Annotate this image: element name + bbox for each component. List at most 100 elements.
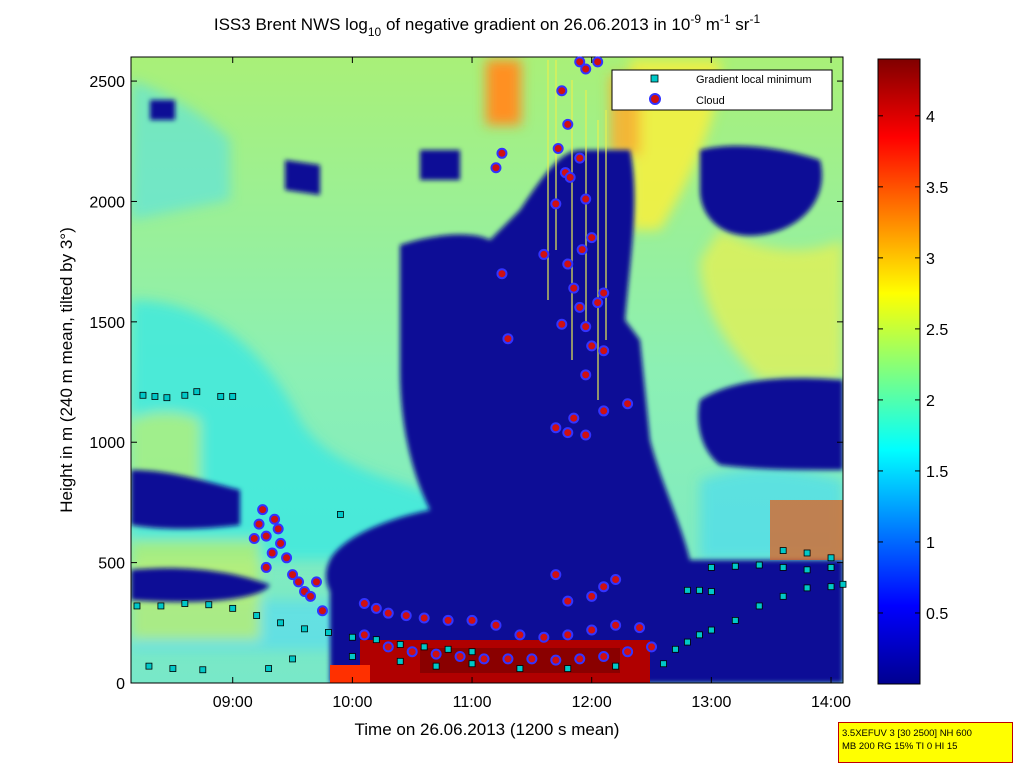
cloud-point bbox=[622, 398, 634, 410]
cloud-point bbox=[592, 56, 604, 68]
colorbar-gradient bbox=[877, 58, 921, 685]
cloud-point bbox=[538, 248, 550, 260]
gradient-minimum-point bbox=[612, 662, 620, 670]
gradient-minimum-point bbox=[396, 657, 404, 665]
cloud-point bbox=[382, 607, 394, 619]
cloud-point bbox=[466, 614, 478, 626]
config-line-1: 3.5XEFUV 3 [30 2500] NH 600 bbox=[842, 728, 972, 739]
cloud-point bbox=[358, 629, 370, 641]
plot-frame bbox=[130, 56, 844, 684]
x-tick-label: 13:00 bbox=[691, 694, 731, 711]
cloud-point bbox=[526, 653, 538, 665]
gradient-minimum-point bbox=[516, 665, 524, 672]
config-line-2: MB 200 RG 15% TI 0 HI 15 bbox=[842, 741, 958, 752]
x-tick-label: 14:00 bbox=[811, 694, 851, 711]
gradient-minimum-point bbox=[755, 602, 763, 610]
legend-marker-gradient-minimum bbox=[650, 74, 659, 83]
gradient-minimum-point bbox=[193, 388, 201, 396]
gradient-minimum-point bbox=[289, 655, 296, 663]
gradient-minimum-point bbox=[803, 584, 811, 592]
cloud-point bbox=[269, 513, 281, 525]
cloud-point bbox=[370, 602, 382, 614]
cloud-point bbox=[592, 297, 604, 309]
gradient-minimum-point bbox=[827, 554, 835, 562]
cloud-point bbox=[316, 605, 328, 617]
gradient-minimum-point bbox=[755, 561, 763, 569]
gradient-minimum-point bbox=[181, 600, 189, 607]
colorbar-tick-label: 2 bbox=[926, 393, 935, 410]
heatmap-area bbox=[131, 57, 843, 683]
colorbar-tick-label: 4 bbox=[926, 109, 935, 126]
cloud-point bbox=[442, 614, 454, 626]
gradient-minimum-point bbox=[839, 580, 847, 588]
gradient-minimum-point bbox=[684, 586, 691, 594]
cloud-point bbox=[310, 576, 322, 588]
cloud-point bbox=[580, 429, 592, 441]
x-axis: 09:00 10:00 11:00 12:00 13:00 14:00 bbox=[213, 57, 851, 711]
cloud-point bbox=[610, 573, 622, 585]
gradient-minimum-point bbox=[779, 564, 787, 571]
gradient-minimum-point bbox=[199, 666, 207, 674]
cloud-point bbox=[586, 232, 598, 244]
gradient-minimum-point bbox=[779, 547, 787, 554]
cloud-point bbox=[253, 518, 265, 530]
gradient-minimum-point bbox=[731, 617, 739, 624]
gradient-minimum-point bbox=[372, 636, 380, 644]
gradient-minimum-point bbox=[277, 619, 284, 627]
gradient-minimum-point bbox=[731, 562, 739, 570]
cloud-point bbox=[454, 651, 466, 663]
cloud-point bbox=[358, 598, 370, 610]
gradient-minimum-point bbox=[684, 638, 691, 646]
gradient-minimum-point bbox=[139, 391, 147, 399]
gradient-minimum-point bbox=[696, 631, 703, 639]
gradient-minimum-point bbox=[564, 665, 572, 672]
gradient-minimum-point bbox=[707, 588, 715, 595]
gradient-minimum-point bbox=[145, 662, 153, 670]
cloud-point bbox=[580, 193, 592, 205]
gradient-minimum-point bbox=[229, 393, 237, 400]
cloud-point bbox=[562, 427, 574, 439]
gradient-minimum-point bbox=[229, 604, 237, 612]
gradient-minimum-point bbox=[217, 393, 225, 400]
gradient-minimum-point bbox=[205, 601, 213, 609]
gradient-minimum-point bbox=[707, 626, 715, 634]
gradient-minimum-point bbox=[803, 566, 811, 574]
y-axis-label: Height in m (240 m mean, tilted by 3°) bbox=[57, 227, 76, 513]
cloud-point bbox=[580, 321, 592, 333]
y-tick-label: 2000 bbox=[89, 194, 125, 211]
gradient-minimum-point bbox=[325, 629, 332, 636]
cloud-point bbox=[556, 85, 568, 97]
legend-label-gradient-minimum: Gradient local minimum bbox=[696, 74, 812, 86]
cloud-point bbox=[496, 147, 508, 159]
cloud-point bbox=[598, 581, 610, 593]
cloud-point bbox=[598, 287, 610, 299]
cloud-point bbox=[568, 412, 580, 424]
legend-box bbox=[611, 69, 833, 111]
cloud-point bbox=[574, 56, 586, 68]
x-tick-label: 10:00 bbox=[332, 694, 372, 711]
cloud-point bbox=[580, 369, 592, 381]
cloud-point bbox=[478, 653, 490, 665]
cloud-point bbox=[576, 244, 588, 256]
colorbar: 0.5 1 1.5 2 2.5 3 3.5 4 bbox=[877, 58, 948, 685]
gradient-minimum-point bbox=[133, 602, 141, 610]
cloud-point bbox=[257, 504, 269, 516]
cloud-point bbox=[538, 631, 550, 643]
x-tick-label: 09:00 bbox=[213, 694, 253, 711]
gradient-minimum-point bbox=[301, 625, 308, 633]
cloud-point bbox=[550, 569, 562, 581]
scatter-layer bbox=[133, 56, 847, 674]
gradient-minimum-point bbox=[157, 602, 165, 610]
cloud-point bbox=[564, 171, 576, 183]
cloud-point bbox=[562, 629, 574, 641]
cloud-point bbox=[574, 653, 586, 665]
cloud-point bbox=[430, 648, 442, 660]
gradient-minimum-point bbox=[420, 643, 428, 651]
cloud-point bbox=[418, 612, 430, 624]
colorbar-tick-label: 1.5 bbox=[926, 464, 948, 481]
cloud-point bbox=[502, 333, 514, 345]
legend: Gradient local minimum Cloud bbox=[611, 69, 833, 111]
cloud-point bbox=[550, 422, 562, 434]
cloud-point bbox=[266, 547, 278, 559]
cloud-point bbox=[598, 651, 610, 663]
